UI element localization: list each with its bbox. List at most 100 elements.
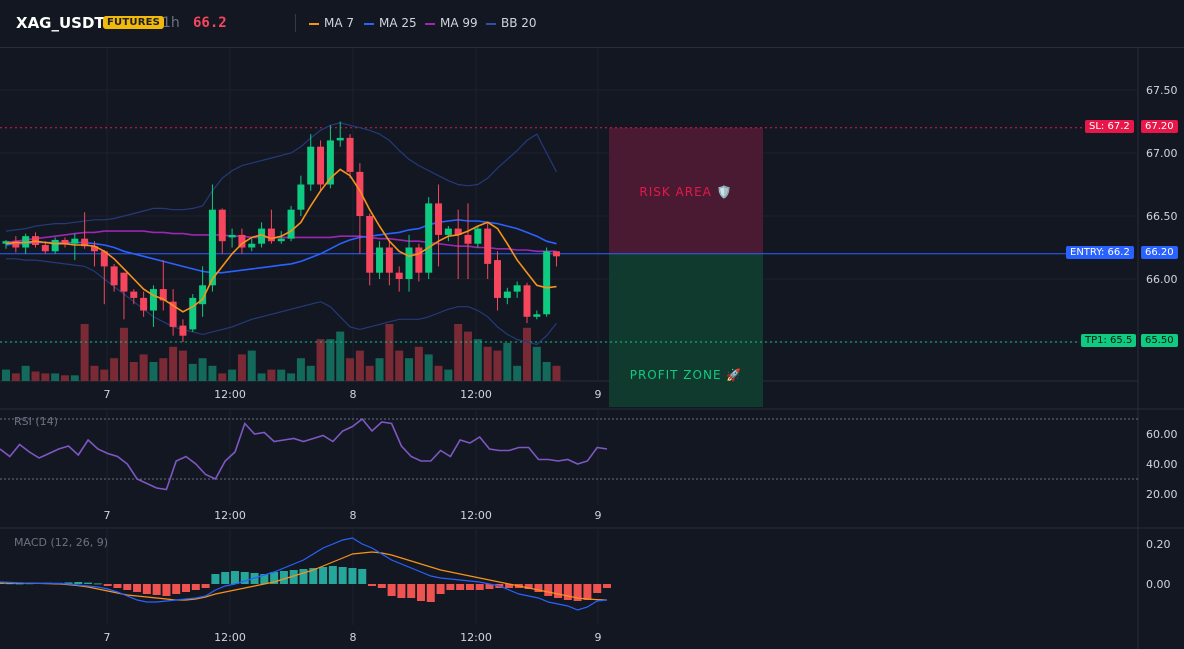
ma7-line bbox=[5, 168, 557, 313]
volume-bar bbox=[454, 324, 463, 381]
volume-bar bbox=[552, 365, 561, 381]
volume-bar bbox=[414, 346, 423, 381]
volume-bar bbox=[444, 369, 453, 381]
legend-swatch bbox=[309, 22, 319, 25]
symbol-name[interactable]: XAG_USDT bbox=[16, 14, 105, 32]
header-divider bbox=[295, 14, 296, 32]
macd-histogram-bar bbox=[446, 584, 455, 590]
volume-bar bbox=[2, 369, 10, 381]
entry-label: ENTRY: 66.2 bbox=[1066, 246, 1134, 259]
candle-body bbox=[130, 291, 138, 298]
price-tick-label: 67.50 bbox=[1146, 84, 1178, 97]
macd-histogram-bar bbox=[426, 584, 435, 602]
volume-bar bbox=[503, 343, 512, 381]
candle-body bbox=[208, 209, 216, 286]
candle-body bbox=[287, 209, 295, 239]
time-tick-label: 9 bbox=[595, 631, 602, 644]
candle-body bbox=[41, 244, 49, 252]
candle-body bbox=[513, 285, 521, 292]
take-profit-axis-label: 65.50 bbox=[1141, 334, 1178, 347]
time-tick-label: 8 bbox=[350, 509, 357, 522]
candle-body bbox=[494, 260, 501, 298]
timeframe-label[interactable]: 1h bbox=[162, 15, 180, 31]
macd-histogram-bar bbox=[436, 584, 445, 594]
macd-histogram-bar bbox=[182, 584, 191, 592]
macd-histogram-bar bbox=[348, 568, 357, 584]
macd-histogram-bar bbox=[338, 567, 347, 584]
legend-swatch bbox=[364, 22, 374, 25]
volume-bar bbox=[149, 362, 158, 381]
macd-histogram-bar bbox=[368, 584, 377, 586]
legend-bb20[interactable]: BB 20 bbox=[486, 16, 537, 30]
volume-bar bbox=[277, 369, 286, 381]
candle-body bbox=[81, 238, 89, 247]
rsi-tick-label: 40.00 bbox=[1146, 458, 1178, 471]
legend-ma99[interactable]: MA 99 bbox=[425, 16, 478, 30]
candle-body bbox=[277, 238, 285, 242]
macd-tick-label: 0.00 bbox=[1146, 578, 1171, 591]
rsi-tick-label: 60.00 bbox=[1146, 428, 1178, 441]
volume-bar bbox=[208, 365, 217, 381]
candle-body bbox=[267, 228, 275, 242]
macd-histogram-bar bbox=[84, 582, 93, 584]
macd-histogram-bar bbox=[230, 571, 239, 584]
price-tick-label: 66.50 bbox=[1146, 210, 1178, 223]
candle-body bbox=[326, 140, 334, 185]
rsi-tick-label: 20.00 bbox=[1146, 488, 1178, 501]
volume-bar bbox=[346, 358, 355, 381]
volume-bar bbox=[267, 369, 276, 381]
macd-histogram-bar bbox=[524, 584, 533, 589]
volume-bar bbox=[169, 346, 178, 381]
volume-bar bbox=[375, 358, 384, 381]
volume-bar bbox=[513, 365, 522, 381]
macd-histogram-bar bbox=[554, 584, 563, 598]
macd-histogram-bar bbox=[191, 584, 200, 590]
candle-body bbox=[523, 285, 531, 317]
legend-ma25-label: MA 25 bbox=[379, 16, 417, 30]
time-tick-label: 12:00 bbox=[214, 388, 246, 401]
macd-histogram-bar bbox=[563, 584, 572, 600]
volume-bar bbox=[119, 327, 128, 381]
time-tick-label: 8 bbox=[350, 631, 357, 644]
chart-header: XAG_USDT FUTURES 1h 66.2 MA 7 MA 25 MA 9… bbox=[0, 0, 1184, 48]
macd-histogram-bar bbox=[407, 584, 416, 598]
macd-signal-line bbox=[0, 551, 608, 601]
legend-ma25[interactable]: MA 25 bbox=[364, 16, 417, 30]
macd-histogram-bar bbox=[534, 584, 543, 592]
legend-ma7[interactable]: MA 7 bbox=[309, 16, 354, 30]
candle-body bbox=[238, 234, 246, 248]
candle-body bbox=[51, 239, 59, 252]
volume-bar bbox=[355, 350, 364, 381]
macd-histogram-bar bbox=[573, 584, 582, 601]
time-tick-label: 7 bbox=[104, 388, 111, 401]
macd-histogram-bar bbox=[456, 584, 465, 590]
candle-body bbox=[533, 314, 541, 317]
candle-body bbox=[149, 289, 157, 311]
volume-bar bbox=[60, 375, 69, 381]
volume-bar bbox=[405, 358, 414, 381]
candle-body bbox=[61, 239, 69, 244]
volume-bar bbox=[316, 339, 325, 381]
volume-bar bbox=[395, 350, 404, 381]
macd-histogram-bar bbox=[15, 583, 24, 585]
volume-bar bbox=[473, 339, 482, 381]
time-tick-label: 12:00 bbox=[214, 509, 246, 522]
volume-bar bbox=[159, 358, 168, 381]
price-tick-label: 67.00 bbox=[1146, 147, 1178, 160]
candle-body bbox=[444, 228, 452, 235]
volume-bar bbox=[110, 358, 119, 381]
candle-body bbox=[169, 301, 177, 327]
candle-body bbox=[90, 246, 98, 252]
macd-histogram-bar bbox=[377, 584, 386, 588]
volume-bar bbox=[31, 371, 40, 381]
volume-bar bbox=[51, 373, 60, 381]
macd-histogram-bar bbox=[475, 584, 484, 590]
candle-body bbox=[552, 251, 560, 257]
candle-body bbox=[484, 228, 492, 264]
time-tick-label: 12:00 bbox=[214, 631, 246, 644]
volume-bar bbox=[41, 373, 50, 381]
volume-bar bbox=[306, 365, 315, 381]
macd-histogram-bar bbox=[593, 584, 602, 593]
macd-histogram-bar bbox=[279, 571, 288, 584]
